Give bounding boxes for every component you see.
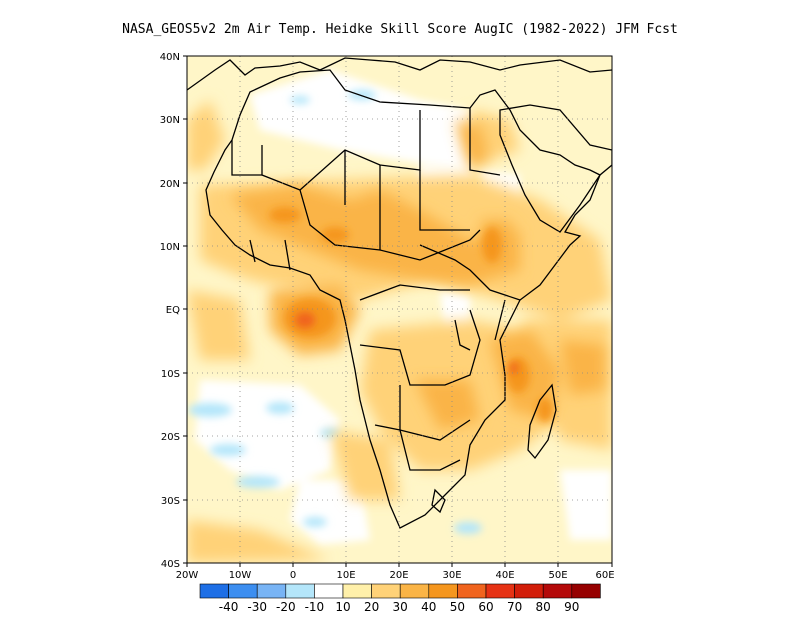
- colorbar-label: -20: [276, 600, 296, 614]
- colorbar-box: [285, 583, 315, 599]
- lon-tick-label: 10W: [229, 570, 252, 581]
- lat-tick-label: 40N: [160, 52, 180, 63]
- skill-field: [187, 56, 612, 563]
- lat-tick-label: 40S: [161, 559, 180, 570]
- colorbar-box: [199, 583, 229, 599]
- lon-tick-label: 50E: [548, 570, 567, 581]
- lon-tick-labels: 20W 10W 0 10E 20E 30E 40E 50E 60E: [176, 570, 615, 581]
- coastlines: [187, 57, 612, 529]
- colorbar-label: 90: [564, 600, 579, 614]
- lat-tick-label: 20N: [160, 179, 180, 190]
- lat-tick-labels: 40N 30N 20N 10N EQ 10S 20S 30S 40S: [160, 52, 180, 570]
- tick-marks: [183, 55, 613, 567]
- lat-tick-label: 20S: [161, 432, 180, 443]
- lat-tick-label: EQ: [166, 305, 180, 316]
- lat-tick-label: 10N: [160, 242, 180, 253]
- colorbar-box: [428, 583, 458, 599]
- colorbar-label: -10: [305, 600, 325, 614]
- colorbar-box: [256, 583, 287, 599]
- colorbar-label: -30: [247, 600, 267, 614]
- lon-tick-label: 30E: [442, 570, 461, 581]
- lon-tick-label: 0: [290, 570, 296, 581]
- colorbar-box: [542, 583, 573, 599]
- colorbar-label: 40: [421, 600, 436, 614]
- colorbar-box: [228, 583, 258, 599]
- colorbar-box: [457, 583, 487, 599]
- lat-tick-label: 10S: [161, 369, 180, 380]
- colorbar: [199, 583, 601, 599]
- colorbar-box: [571, 583, 601, 599]
- lat-tick-label: 30S: [161, 496, 180, 507]
- colorbar-box: [399, 583, 430, 599]
- colorbar-label: 20: [364, 600, 379, 614]
- colorbar-label: 70: [507, 600, 522, 614]
- lon-tick-label: 40E: [495, 570, 514, 581]
- lat-tick-label: 30N: [160, 115, 180, 126]
- colorbar-label: 10: [335, 600, 350, 614]
- colorbar-label: -40: [219, 600, 239, 614]
- lon-tick-label: 60E: [595, 570, 614, 581]
- lon-tick-label: 20E: [389, 570, 408, 581]
- colorbar-label: 80: [536, 600, 551, 614]
- colorbar-box: [314, 583, 344, 599]
- colorbar-labels: -40 -30 -20 -10 10 20 30 40 50 60 70 80 90: [219, 600, 580, 614]
- colorbar-box: [514, 583, 544, 599]
- colorbar-box: [371, 583, 401, 599]
- colorbar-label: 60: [478, 600, 493, 614]
- lon-tick-label: 20W: [176, 570, 199, 581]
- colorbar-label: 50: [450, 600, 465, 614]
- lon-tick-label: 10E: [336, 570, 355, 581]
- grid-lines: [187, 56, 612, 563]
- colorbar-box: [485, 583, 515, 599]
- colorbar-box: [342, 583, 372, 599]
- map-title: NASA_GEOS5v2 2m Air Temp. Heidke Skill S…: [122, 22, 678, 37]
- colorbar-label: 30: [393, 600, 408, 614]
